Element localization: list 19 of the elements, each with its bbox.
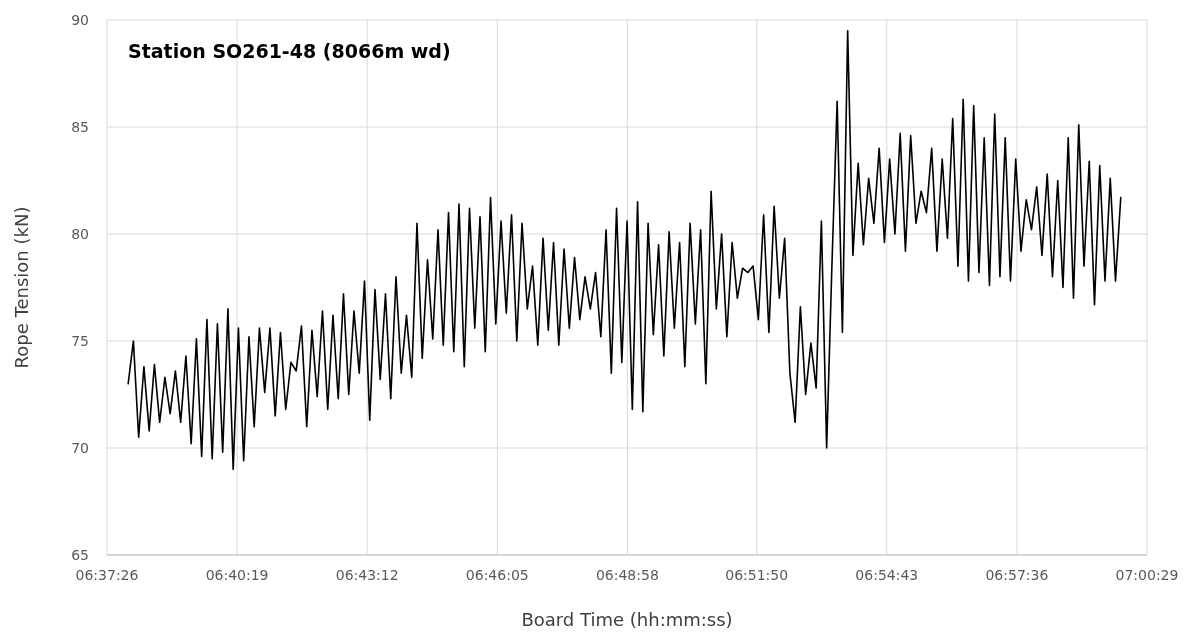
x-tick-label: 06:54:43 xyxy=(855,567,919,583)
y-tick-label: 75 xyxy=(71,332,89,349)
y-axis-title: Rope Tension (kN) xyxy=(11,206,32,369)
text: Station SO261-48 (8066m wd) xyxy=(128,40,451,62)
y-tick-label: 90 xyxy=(71,11,89,28)
x-tick-label: 06:46:05 xyxy=(465,567,529,583)
x-tick-label: 07:00:29 xyxy=(1115,567,1179,583)
y-tick-label: 70 xyxy=(71,439,89,456)
y-tick-label: 80 xyxy=(71,225,89,242)
x-tick-label: 06:37:26 xyxy=(75,567,139,583)
x-tick-label: 06:57:36 xyxy=(985,567,1049,583)
x-tick-label: 06:48:58 xyxy=(595,567,659,583)
y-tick-label: 85 xyxy=(71,118,89,135)
x-tick-label: 06:40:19 xyxy=(205,567,269,583)
line-series xyxy=(127,29,1122,471)
x-tick-label: 06:51:50 xyxy=(725,567,789,583)
y-tick-label: 65 xyxy=(71,546,89,563)
x-axis-title: Board Time (hh:mm:ss) xyxy=(521,609,733,630)
x-tick-label: 06:43:12 xyxy=(335,567,399,583)
